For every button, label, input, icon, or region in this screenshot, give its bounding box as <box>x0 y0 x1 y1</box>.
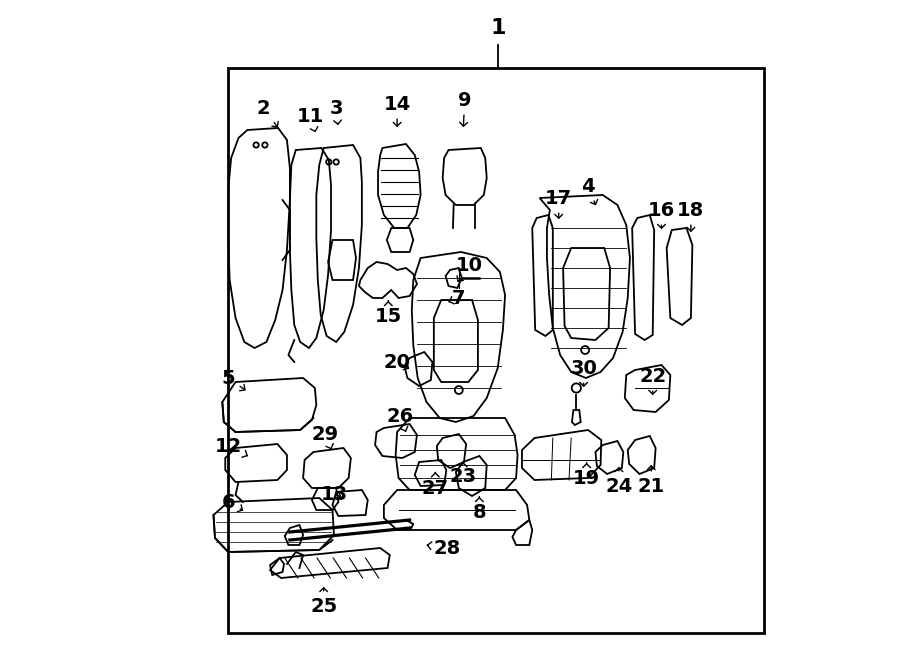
Text: 8: 8 <box>472 497 486 522</box>
Text: 17: 17 <box>545 188 572 218</box>
Text: 18: 18 <box>678 200 705 231</box>
Text: 5: 5 <box>221 368 245 391</box>
Text: 26: 26 <box>386 407 414 431</box>
Text: 15: 15 <box>374 301 402 325</box>
Text: 4: 4 <box>581 176 598 204</box>
Text: 27: 27 <box>422 473 449 498</box>
Text: 24: 24 <box>606 468 633 496</box>
Text: 28: 28 <box>428 539 461 557</box>
Text: 13: 13 <box>320 485 347 504</box>
Text: 30: 30 <box>571 358 597 386</box>
Text: 10: 10 <box>455 256 482 281</box>
Text: 2: 2 <box>256 98 278 127</box>
Text: 7: 7 <box>449 288 465 307</box>
Text: 16: 16 <box>648 200 675 228</box>
Text: 9: 9 <box>458 91 472 126</box>
Text: 29: 29 <box>311 424 338 449</box>
Text: 1: 1 <box>491 18 506 38</box>
Bar <box>229 68 764 633</box>
Text: 22: 22 <box>639 366 666 394</box>
Text: 19: 19 <box>573 463 600 488</box>
Text: 21: 21 <box>637 466 665 496</box>
Text: 6: 6 <box>221 492 243 512</box>
Text: 25: 25 <box>310 588 338 615</box>
Text: 23: 23 <box>450 463 477 485</box>
Text: 11: 11 <box>297 106 324 132</box>
Text: 3: 3 <box>329 98 343 124</box>
Text: 20: 20 <box>383 352 410 371</box>
Text: 12: 12 <box>214 436 248 457</box>
Text: 14: 14 <box>383 95 410 126</box>
